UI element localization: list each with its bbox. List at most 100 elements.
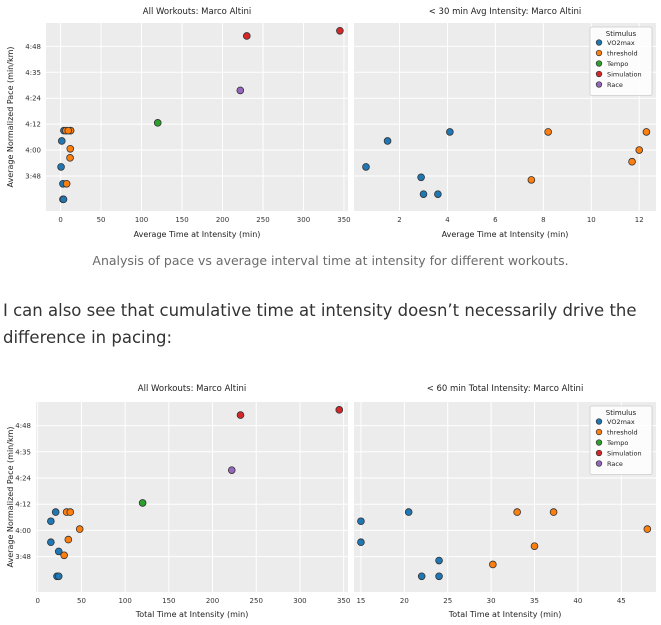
data-point-vo2max [47,538,55,547]
legend-label: Race [607,460,623,468]
data-point-vo2max [357,538,365,547]
data-point-threshold [62,179,71,188]
legend-label: Tempo [606,60,628,68]
legend-label: Race [607,81,623,89]
y-tick-label: 4:12 [25,121,41,129]
y-tick-label: 4:48 [25,43,41,51]
data-point-threshold [642,128,651,136]
x-tick-label: 25 [443,597,452,605]
data-point-vo2max [419,190,428,198]
y-axis-label: Average Normalized Pace (min/km) [6,47,15,188]
chart-panel-1: 2 4 6 8 10 12 < 30 min Avg Intensity: Marco Al… [354,7,656,239]
data-point-threshold [60,551,68,560]
data-point-threshold [527,176,536,184]
x-tick-label: 0 [36,597,40,605]
legend-box [589,26,653,96]
data-point-vo2max [59,195,68,204]
data-point-threshold [66,508,75,516]
x-tick-label: 200 [206,597,219,605]
x-tick-label: 40 [573,597,582,605]
x-tick-label: 15 [356,597,365,605]
legend-label: Simulation [607,71,642,79]
legend-title: Stimulus [606,30,637,38]
chart-figure-2: 0 50 100 150 200 250 300 350 3:48 4:00 4:12 4:24 4:3… [6,384,656,619]
x-tick-label: 30 [487,597,496,605]
data-point-threshold [66,154,74,162]
chart-title: All Workouts: Marco Altini [143,7,251,17]
data-point-vo2max [435,556,443,565]
chart-title: < 30 min Avg Intensity: Marco Altini [429,7,582,17]
plot-background [46,23,348,211]
y-tick-label: 4:00 [25,147,41,155]
figure-avg-time: 0 50 100 150 200 250 300 350 3:48 4:00 4:12 4:24 4:3… [0,0,661,245]
y-tick-label: 4:24 [15,475,31,483]
x-tick-label: 8 [541,216,545,224]
data-point-vo2max [446,128,454,136]
x-tick-label: 2 [397,216,401,224]
chart-panel-0: 0 50 100 150 200 250 300 350 3:48 4:00 4:12 4:24 4:3… [6,7,351,239]
data-point-simulation [242,32,251,40]
plot-background [36,402,348,592]
data-point-tempo [138,499,147,507]
x-axis-label: Total Time at Intensity (min) [448,610,562,619]
x-tick-label: 150 [162,597,175,605]
x-tick-label: 6 [493,216,498,224]
y-tick-label: 3:48 [15,553,31,561]
data-point-threshold [544,128,552,136]
y-tick-label: 4:35 [15,448,31,456]
chart-title: < 60 min Total Intensity: Marco Altini [427,384,584,394]
x-tick-label: 200 [216,216,229,224]
chart-figure-1: 0 50 100 150 200 250 300 350 3:48 4:00 4:12 4:24 4:3… [6,7,656,239]
data-point-race [227,466,236,474]
data-point-threshold [75,525,84,533]
legend-marker-tempo [595,60,603,67]
data-point-threshold [635,146,644,154]
data-point-simulation [336,26,344,35]
data-point-threshold [64,126,73,135]
legend-marker-simulation [595,70,603,78]
data-point-vo2max [57,137,66,145]
x-axis-label: Total Time at Intensity (min) [135,610,249,619]
body-paragraph: I can also see that cumulative time at i… [3,301,637,347]
legend-marker-race [595,81,603,88]
data-point-threshold [643,525,652,533]
x-tick-label: 300 [297,216,310,224]
x-axis-label: Average Time at Intensity (min) [134,230,261,239]
x-tick-label: 20 [400,597,409,605]
x-tick-label: 250 [256,216,269,224]
y-tick-label: 3:48 [25,172,41,180]
data-point-vo2max [54,572,63,581]
data-point-vo2max [383,137,392,145]
figure-caption: Analysis of pace vs average interval tim… [92,253,569,268]
legend-label: Tempo [606,439,628,447]
y-tick-label: 4:35 [25,69,41,77]
legend-marker-threshold [595,428,603,436]
data-point-simulation [236,411,245,419]
x-axis-label: Average Time at Intensity (min) [442,230,569,239]
legend-label: threshold [607,50,638,58]
data-point-vo2max [54,547,63,556]
legend-marker-tempo [595,439,603,446]
legend-title: Stimulus [606,409,637,417]
x-tick-label: 100 [135,216,148,224]
data-point-vo2max [434,190,442,198]
data-point-vo2max [417,173,425,182]
data-point-vo2max [51,508,60,516]
legend-label: Simulation [607,450,642,458]
data-point-vo2max [47,517,55,526]
data-point-vo2max [435,572,443,581]
data-point-threshold [530,542,539,550]
data-point-threshold [628,157,636,166]
x-tick-label: 0 [58,216,62,224]
legend-marker-simulation [595,449,603,457]
data-point-vo2max [404,508,413,516]
legend-box [589,405,653,475]
data-point-simulation [335,406,344,414]
data-point-threshold [64,535,73,544]
y-tick-label: 4:24 [25,95,41,103]
legend-label: threshold [607,429,638,437]
data-point-threshold [513,508,521,516]
y-axis-label: Average Normalized Pace (min/km) [6,427,15,568]
